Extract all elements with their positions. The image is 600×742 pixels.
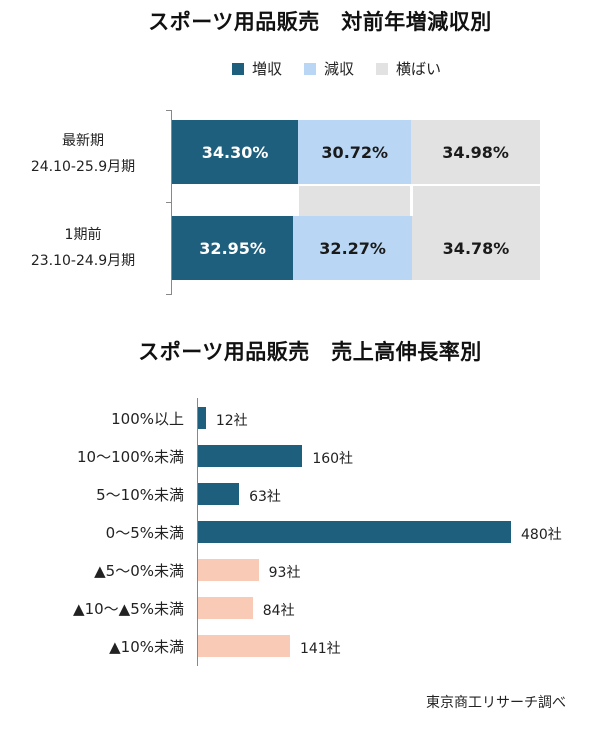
legend-item-decrease: 減収 [304,58,354,79]
growth-value-label: 480社 [521,527,562,543]
growth-category-label: ▲10～▲5%未満 [73,600,184,618]
growth-value-label: 141社 [299,641,341,657]
period-label-latest-name: 最新期 [62,133,104,149]
source-note: 東京商工リサーチ調べ [426,695,566,711]
growth-bar [198,445,303,467]
stack-value-label: 30.72% [321,142,389,162]
stacked-axis-tick [166,294,172,295]
growth-bar [198,559,259,581]
legend-label-increase: 増収 [252,60,283,78]
stack-value-label: 32.27% [319,238,386,258]
growth-bar [198,635,290,657]
connector-gap [410,186,413,220]
legend-item-flat: 横ばい [376,58,441,79]
period-label-prior: 1期前 23.10-24.9月期 [0,222,166,274]
legend-label-decrease: 減収 [324,60,355,78]
growth-category-label: 5～10%未満 [96,486,184,504]
legend-label-flat: 横ばい [396,60,442,78]
stack-segment-increase-0: 34.30% [172,120,299,184]
growth-bar [198,483,240,505]
growth-value-label: 93社 [268,565,301,581]
stack-segment-increase-1: 32.95% [172,216,294,280]
growth-bar [198,521,511,543]
chart-title-growth: スポーツ用品販売 売上高伸長率別 [138,340,482,364]
period-label-prior-range: 23.10-24.9月期 [30,253,136,269]
growth-bar [198,597,253,619]
legend-item-increase: 増収 [232,58,282,79]
legend: 増収 減収 横ばい [232,58,441,79]
stack-segment-decrease-0: 30.72% [298,120,412,184]
growth-category-label: ▲5～0%未満 [94,562,184,580]
growth-axis [197,398,198,666]
stacked-bar-prior: 32.95% 32.27% 34.78% [172,216,540,280]
stack-value-label: 32.95% [199,238,266,258]
growth-value-label: 12社 [215,413,248,429]
legend-swatch-flat [376,62,389,75]
legend-swatch-decrease [304,62,317,75]
stack-value-label: 34.30% [201,142,269,162]
stack-value-label: 34.78% [442,238,510,258]
stack-segment-flat-0: 34.98% [411,120,540,184]
connector-gap [292,186,300,220]
stack-segment-flat-1: 34.78% [412,216,540,280]
period-label-prior-name: 1期前 [64,227,102,243]
stack-segment-decrease-1: 32.27% [293,216,412,280]
chart-title-yoy: スポーツ用品販売 対前年増減収別 [148,10,492,34]
stack-value-label: 34.98% [442,142,509,162]
connector-gap [172,186,294,220]
growth-category-label: 10～100%未満 [77,448,184,466]
period-label-latest-range: 24.10-25.9月期 [30,159,136,175]
growth-category-label: 0～5%未満 [105,524,184,542]
stacked-axis-tick [166,110,172,111]
growth-value-label: 63社 [249,489,281,505]
growth-category-label: 100%以上 [111,410,184,428]
legend-swatch-increase [232,62,244,75]
growth-category-label: ▲10%未満 [109,638,184,656]
stacked-axis-tick [166,202,172,203]
stacked-bar-latest: 34.30% 30.72% 34.98% [172,120,540,184]
growth-bar [198,407,206,429]
growth-value-label: 160社 [312,451,354,467]
stacked-bar-connector [172,186,540,220]
period-label-latest: 最新期 24.10-25.9月期 [0,128,166,180]
growth-value-label: 84社 [262,603,295,619]
